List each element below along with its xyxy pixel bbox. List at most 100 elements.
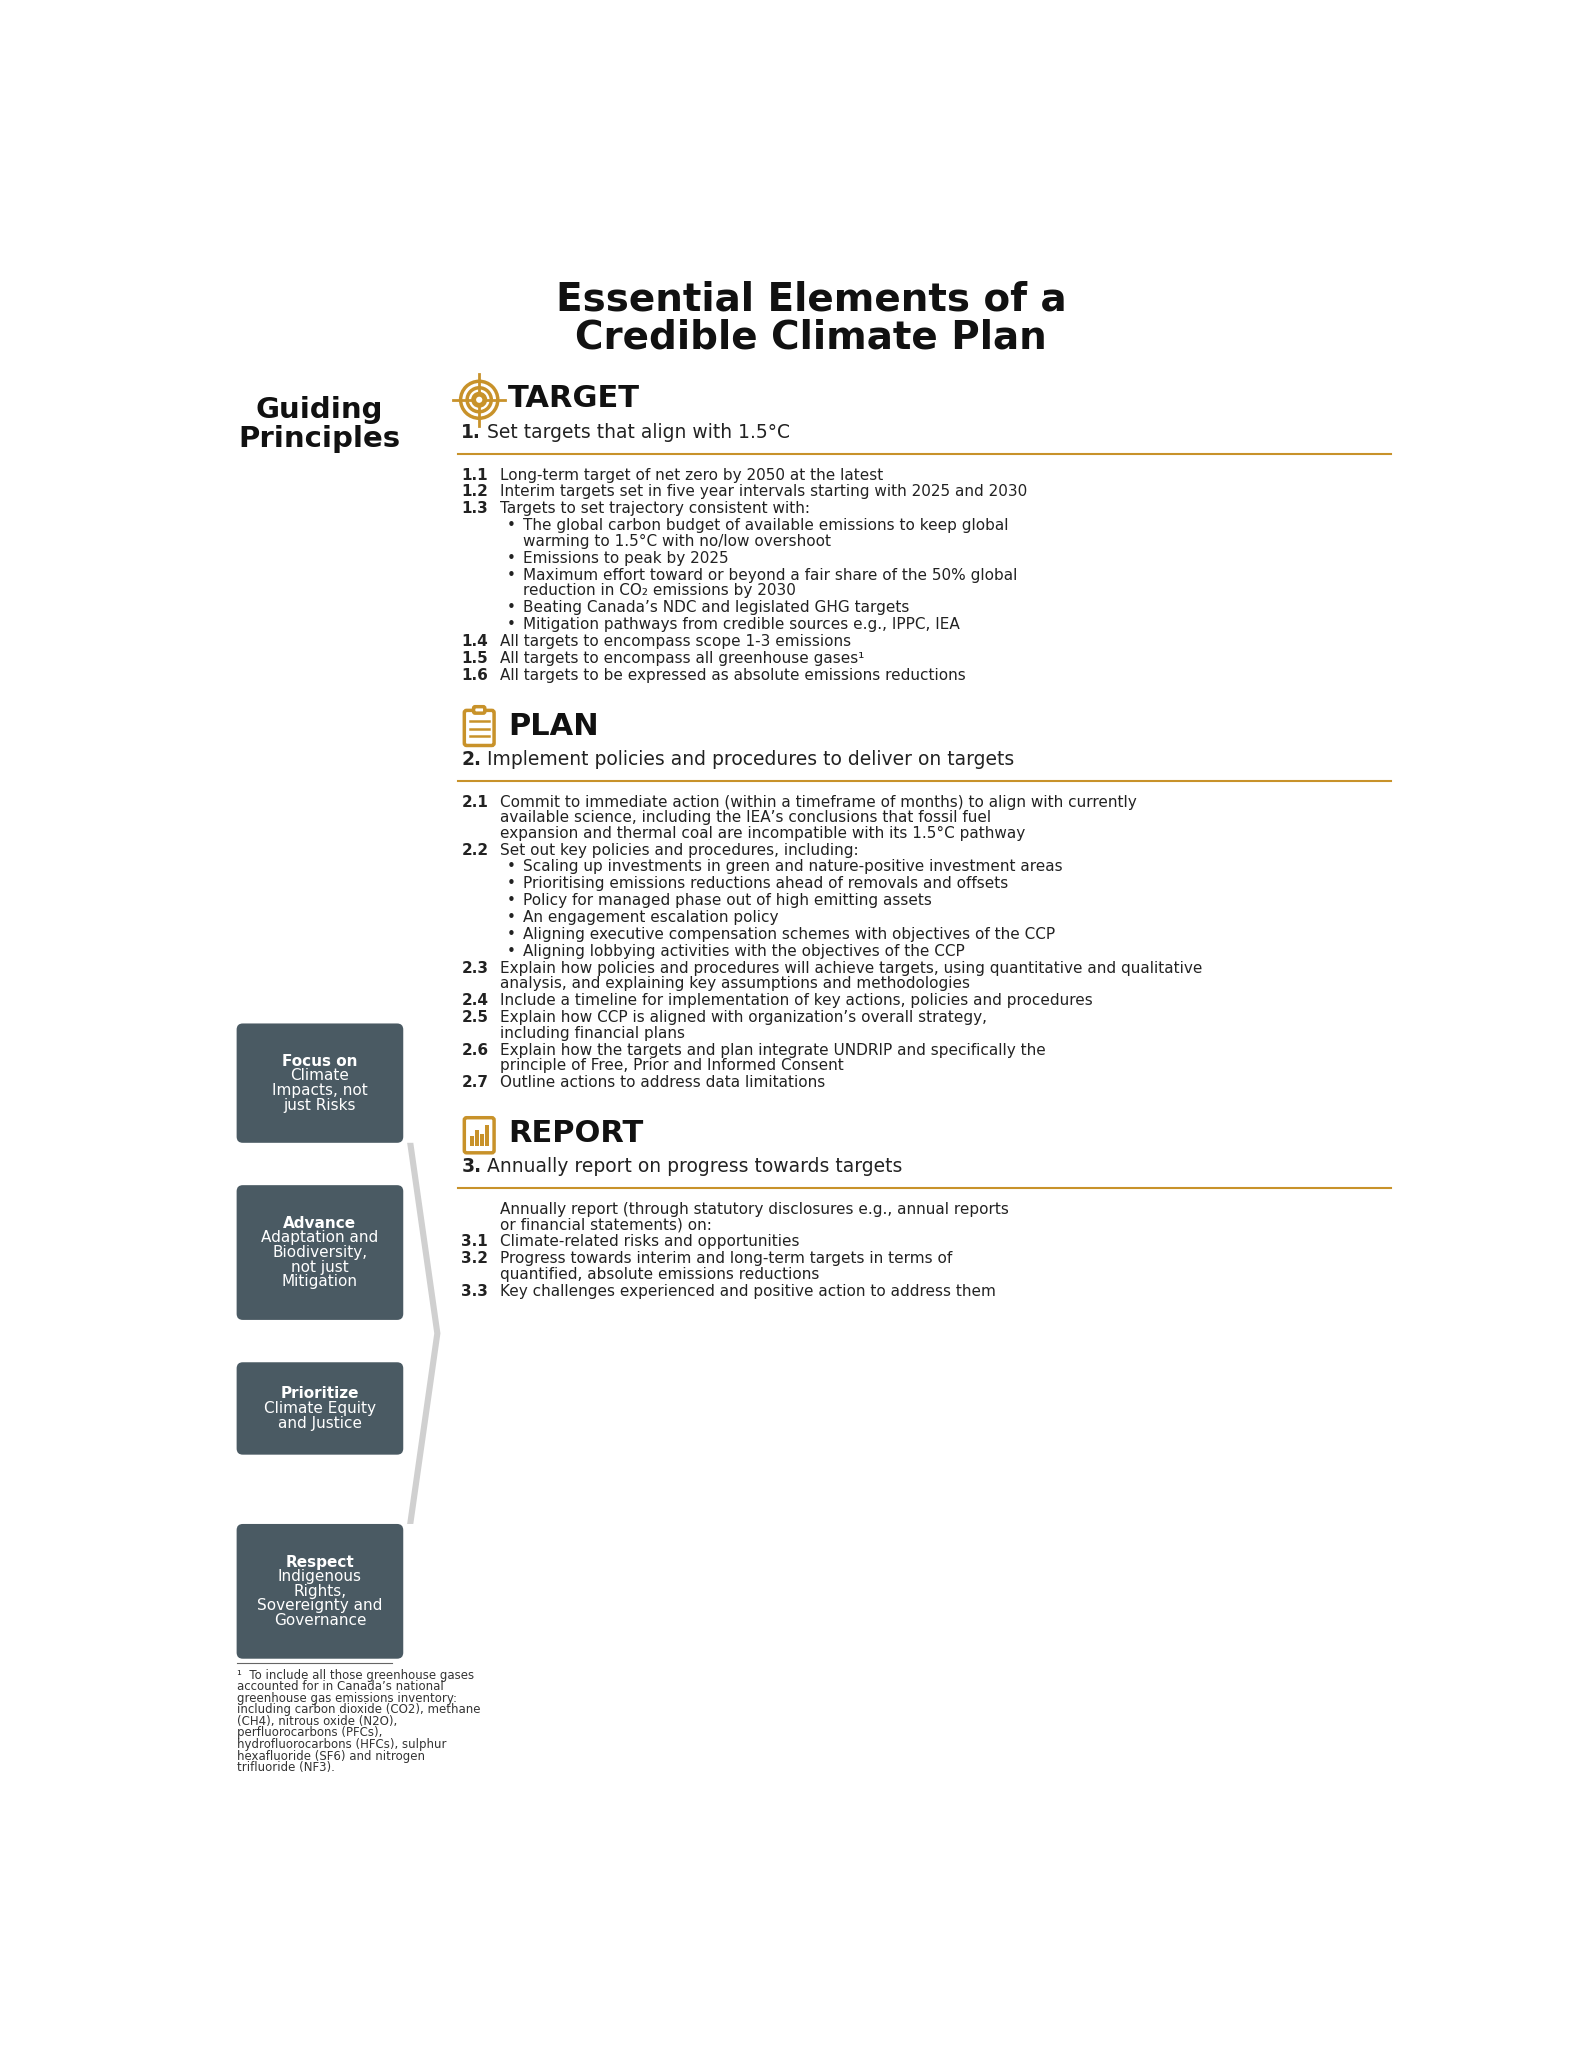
Bar [480,1135,483,1147]
Text: Climate Equity: Climate Equity [264,1401,375,1415]
Text: 3.2: 3.2 [461,1251,489,1266]
Text: Advance: Advance [283,1217,356,1231]
Text: 1.1: 1.1 [461,467,488,483]
Text: 3.: 3. [461,1157,481,1176]
Text: Beating Canada’s NDC and legislated GHG targets: Beating Canada’s NDC and legislated GHG … [524,600,910,614]
Text: 2.4: 2.4 [461,993,489,1008]
Text: •: • [507,616,514,633]
Text: Adaptation and: Adaptation and [261,1231,378,1245]
Text: and Justice: and Justice [279,1415,363,1432]
Text: Interim targets set in five year intervals starting with 2025 and 2030: Interim targets set in five year interva… [500,485,1027,500]
Text: Aligning executive compensation schemes with objectives of the CCP: Aligning executive compensation schemes … [524,928,1056,942]
Text: Annually report on progress towards targets: Annually report on progress towards targ… [488,1157,902,1176]
Text: 2.6: 2.6 [461,1042,489,1057]
Text: greenhouse gas emissions inventory:: greenhouse gas emissions inventory: [236,1692,456,1704]
Text: Prioritising emissions reductions ahead of removals and offsets: Prioritising emissions reductions ahead … [524,877,1008,891]
Text: accounted for in Canada’s national: accounted for in Canada’s national [236,1679,443,1694]
Text: •: • [507,944,514,958]
Text: not just: not just [291,1260,348,1274]
Text: Outline actions to address data limitations: Outline actions to address data limitati… [500,1075,825,1090]
Text: analysis, and explaining key assumptions and methodologies: analysis, and explaining key assumptions… [500,977,970,991]
Polygon shape [407,1143,440,1524]
Text: Mitigation pathways from credible sources e.g., IPPC, IEA: Mitigation pathways from credible source… [524,616,961,633]
Text: 2.5: 2.5 [461,1010,489,1026]
Text: •: • [507,551,514,565]
Text: Indigenous: Indigenous [279,1569,363,1585]
Text: Emissions to peak by 2025: Emissions to peak by 2025 [524,551,730,565]
Text: Sovereignty and: Sovereignty and [258,1599,383,1614]
Text: Respect: Respect [285,1554,355,1569]
Text: Credible Climate Plan: Credible Climate Plan [575,319,1046,356]
Text: Aligning lobbying activities with the objectives of the CCP: Aligning lobbying activities with the ob… [524,944,966,958]
Text: 3.3: 3.3 [461,1284,488,1298]
Text: PLAN: PLAN [508,711,598,741]
Text: Governance: Governance [274,1614,366,1628]
Text: TARGET: TARGET [508,385,640,414]
Text: Explain how CCP is aligned with organization’s overall strategy,: Explain how CCP is aligned with organiza… [500,1010,988,1026]
Text: or financial statements) on:: or financial statements) on: [500,1217,712,1233]
Text: 1.4: 1.4 [461,633,488,649]
Text: •: • [507,518,514,532]
Text: Set targets that align with 1.5°C: Set targets that align with 1.5°C [488,422,790,442]
Text: 2.1: 2.1 [461,795,488,809]
Text: 2.: 2. [461,750,481,770]
Text: Annually report (through statutory disclosures e.g., annual reports: Annually report (through statutory discl… [500,1202,1008,1217]
Text: available science, including the IEA’s conclusions that fossil fuel: available science, including the IEA’s c… [500,811,991,825]
Text: 2.3: 2.3 [461,961,489,977]
Text: Progress towards interim and long-term targets in terms of: Progress towards interim and long-term t… [500,1251,953,1266]
Text: Long-term target of net zero by 2050 at the latest: Long-term target of net zero by 2050 at … [500,467,883,483]
Text: principle of Free, Prior and Informed Consent: principle of Free, Prior and Informed Co… [500,1059,844,1073]
Text: Explain how policies and procedures will achieve targets, using quantitative and: Explain how policies and procedures will… [500,961,1203,977]
Text: hexafluoride (SF6) and nitrogen: hexafluoride (SF6) and nitrogen [236,1749,424,1763]
Text: perfluorocarbons (PFCs),: perfluorocarbons (PFCs), [236,1726,382,1739]
Text: Explain how the targets and plan integrate UNDRIP and specifically the: Explain how the targets and plan integra… [500,1042,1046,1057]
Text: Mitigation: Mitigation [282,1274,358,1290]
Bar [475,1130,478,1147]
Text: Scaling up investments in green and nature-positive investment areas: Scaling up investments in green and natu… [524,860,1064,874]
Text: •: • [507,600,514,614]
Text: 1.6: 1.6 [461,668,488,682]
Text: (CH4), nitrous oxide (N2O),: (CH4), nitrous oxide (N2O), [236,1714,397,1729]
Text: •: • [507,909,514,926]
Text: Climate: Climate [291,1069,350,1083]
FancyBboxPatch shape [236,1024,404,1143]
Text: The global carbon budget of available emissions to keep global: The global carbon budget of available em… [524,518,1008,532]
FancyBboxPatch shape [236,1362,404,1454]
Text: hydrofluorocarbons (HFCs), sulphur: hydrofluorocarbons (HFCs), sulphur [236,1739,446,1751]
FancyBboxPatch shape [236,1186,404,1319]
Text: Implement policies and procedures to deliver on targets: Implement policies and procedures to del… [488,750,1015,770]
Text: •: • [507,860,514,874]
Text: Include a timeline for implementation of key actions, policies and procedures: Include a timeline for implementation of… [500,993,1092,1008]
Text: expansion and thermal coal are incompatible with its 1.5°C pathway: expansion and thermal coal are incompati… [500,825,1026,840]
Text: All targets to be expressed as absolute emissions reductions: All targets to be expressed as absolute … [500,668,966,682]
Text: An engagement escalation policy: An engagement escalation policy [524,909,779,926]
FancyBboxPatch shape [236,1524,404,1659]
Text: including financial plans: including financial plans [500,1026,685,1040]
Text: Commit to immediate action (within a timeframe of months) to align with currentl: Commit to immediate action (within a tim… [500,795,1137,809]
Text: 3.1: 3.1 [461,1235,488,1249]
Text: Climate-related risks and opportunities: Climate-related risks and opportunities [500,1235,799,1249]
Text: reduction in CO₂ emissions by 2030: reduction in CO₂ emissions by 2030 [524,584,796,598]
Text: including carbon dioxide (CO2), methane: including carbon dioxide (CO2), methane [236,1704,480,1716]
Text: All targets to encompass all greenhouse gases¹: All targets to encompass all greenhouse … [500,651,864,666]
Text: Essential Elements of a: Essential Elements of a [556,281,1067,317]
Text: •: • [507,928,514,942]
Text: Prioritize: Prioritize [280,1386,359,1401]
Text: All targets to encompass scope 1-3 emissions: All targets to encompass scope 1-3 emiss… [500,633,852,649]
Text: trifluoride (NF3).: trifluoride (NF3). [236,1761,334,1774]
Text: •: • [507,567,514,582]
Text: REPORT: REPORT [508,1118,643,1149]
Text: ¹  To include all those greenhouse gases: ¹ To include all those greenhouse gases [236,1669,473,1681]
Text: 1.2: 1.2 [461,485,488,500]
Text: 1.5: 1.5 [461,651,488,666]
Text: Targets to set trajectory consistent with:: Targets to set trajectory consistent wit… [500,502,810,516]
Text: warming to 1.5°C with no/low overshoot: warming to 1.5°C with no/low overshoot [524,535,831,549]
Text: Set out key policies and procedures, including:: Set out key policies and procedures, inc… [500,842,858,858]
Text: 1.3: 1.3 [461,502,488,516]
Text: Impacts, not: Impacts, not [272,1083,367,1098]
Text: 2.2: 2.2 [461,842,489,858]
Text: Principles: Principles [239,426,400,453]
Text: just Risks: just Risks [283,1098,356,1112]
Text: 1.: 1. [461,422,481,442]
Text: Focus on: Focus on [282,1053,358,1069]
